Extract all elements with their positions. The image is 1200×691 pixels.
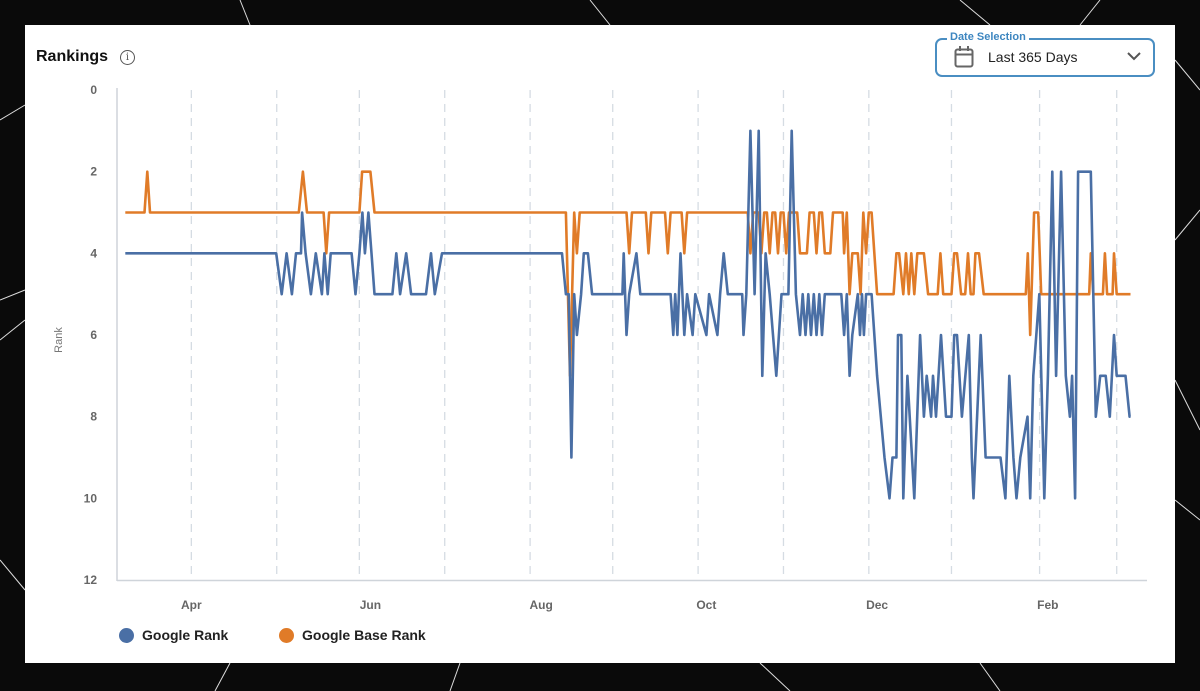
x-tick-label: Feb: [1037, 598, 1058, 612]
rankings-panel: Rankings i Date Selection Last 365 Days …: [25, 25, 1175, 663]
legend-item-google-base-rank[interactable]: Google Base Rank: [279, 627, 426, 643]
x-tick-label: Oct: [696, 598, 716, 612]
info-icon[interactable]: i: [120, 50, 135, 65]
legend-item-google-rank[interactable]: Google Rank: [119, 627, 228, 643]
y-tick-label: 6: [90, 328, 97, 342]
series-line-google-base-rank[interactable]: [125, 170, 1131, 378]
legend-swatch-google-rank: [119, 627, 134, 643]
x-tick-label: Dec: [866, 598, 888, 612]
y-tick-label: 12: [84, 573, 98, 587]
y-tick-label: 10: [84, 491, 98, 505]
y-tick-label: 8: [90, 410, 97, 424]
y-tick-label: 0: [90, 83, 97, 97]
calendar-icon: [954, 46, 974, 68]
date-selection-dropdown[interactable]: Date Selection Last 365 Days: [935, 31, 1155, 77]
date-selection-label: Date Selection: [947, 31, 1029, 43]
legend-swatch-google-base-rank: [279, 627, 294, 643]
y-tick-label: 4: [90, 246, 97, 260]
x-tick-label: Apr: [181, 598, 202, 612]
x-tick-label: Aug: [529, 598, 552, 612]
panel-title: Rankings: [36, 48, 109, 65]
legend-label: Google Base Rank: [302, 627, 426, 643]
date-selection-value: Last 365 Days: [988, 49, 1078, 65]
y-tick-label: 2: [90, 165, 97, 179]
chevron-down-icon: [1127, 52, 1141, 61]
series-line-google-rank[interactable]: [125, 129, 1131, 500]
legend-label: Google Rank: [142, 627, 229, 643]
y-axis-label: Rank: [53, 327, 65, 353]
x-tick-label: Jun: [360, 598, 381, 612]
